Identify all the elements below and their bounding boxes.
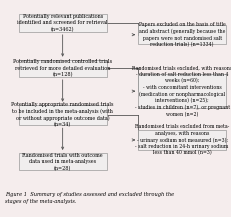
FancyBboxPatch shape bbox=[137, 25, 225, 44]
Text: Potentially randomised controlled trials
retrieved for more detailed evaluation
: Potentially randomised controlled trials… bbox=[13, 59, 112, 77]
FancyBboxPatch shape bbox=[18, 153, 106, 170]
Text: Potentially appropriate randomised trials
to be included in the meta-analysis (w: Potentially appropriate randomised trial… bbox=[11, 102, 113, 128]
FancyBboxPatch shape bbox=[18, 60, 106, 77]
Text: Figure 1  Summary of studies assessed and excluded through the
stages of the met: Figure 1 Summary of studies assessed and… bbox=[5, 192, 173, 204]
FancyBboxPatch shape bbox=[137, 130, 225, 150]
Text: Randomised trials excluded from meta-
analyses, with reasons
- urinary sodium no: Randomised trials excluded from meta- an… bbox=[134, 124, 228, 156]
Text: Randomised trials with outcome
data used in meta-analyses
(n=28): Randomised trials with outcome data used… bbox=[22, 153, 103, 171]
FancyBboxPatch shape bbox=[18, 105, 106, 125]
Text: Potentially relevant publications
identified and screened for retrieval
(n=3462): Potentially relevant publications identi… bbox=[17, 14, 107, 32]
FancyBboxPatch shape bbox=[137, 74, 225, 108]
Text: Papers excluded on the basis of title
and abstract (generally because the
papers: Papers excluded on the basis of title an… bbox=[138, 22, 225, 47]
Text: Randomised trials excluded, with reasons
- duration of salt reduction less than : Randomised trials excluded, with reasons… bbox=[131, 66, 231, 117]
FancyBboxPatch shape bbox=[18, 13, 106, 32]
